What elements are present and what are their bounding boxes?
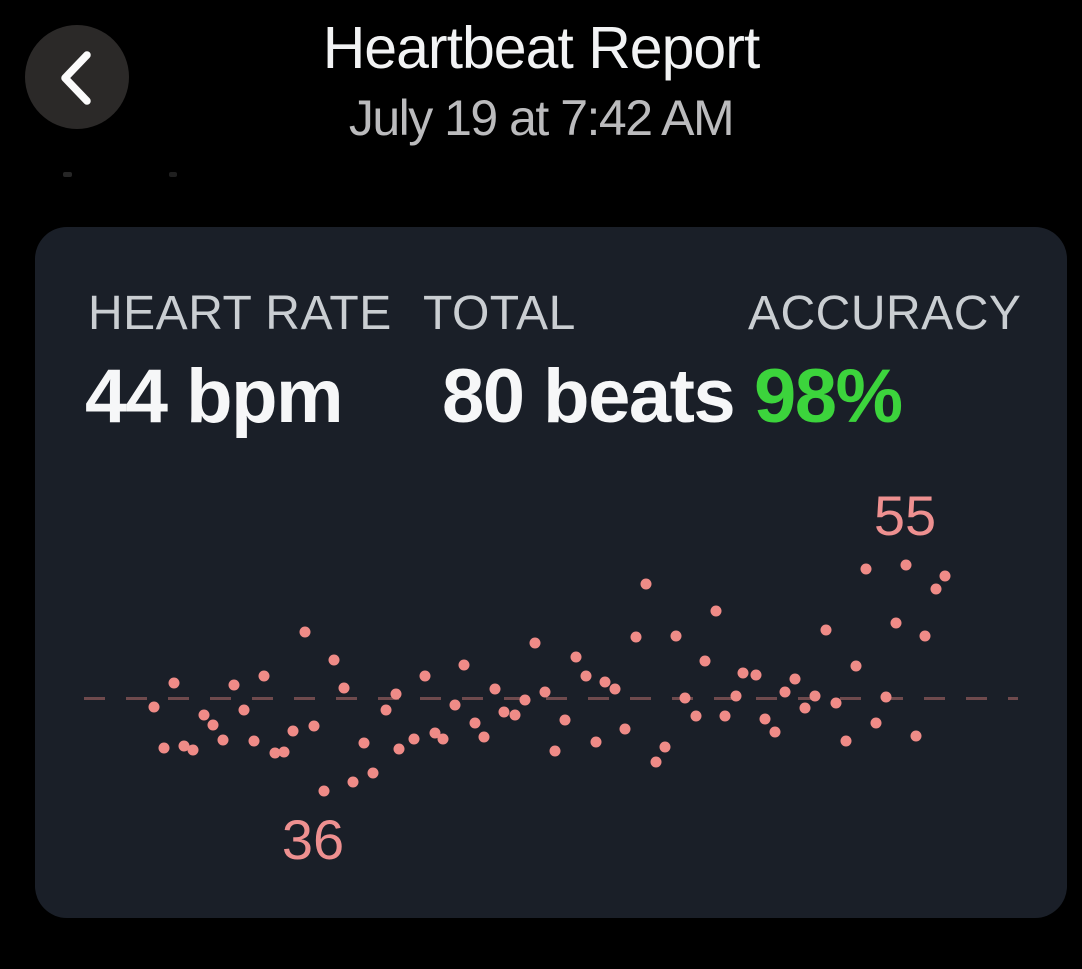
beat-dot <box>640 578 652 590</box>
beat-dot <box>549 745 561 757</box>
beat-dot <box>419 670 431 682</box>
beat-dot <box>580 670 592 682</box>
beat-dot <box>347 776 359 788</box>
beat-dot <box>860 563 872 575</box>
beat-dot <box>178 740 190 752</box>
beat-dot <box>299 626 311 638</box>
beat-dot <box>769 726 781 738</box>
beat-dot <box>228 679 240 691</box>
beat-dot <box>207 719 219 731</box>
beat-dot <box>358 737 370 749</box>
beat-dot <box>750 669 762 681</box>
beat-dot <box>437 733 449 745</box>
beat-dot <box>880 691 892 703</box>
scatter-plot: 55 36 <box>35 227 1067 918</box>
beat-dot <box>287 725 299 737</box>
beat-dot <box>699 655 711 667</box>
beat-dot <box>217 734 229 746</box>
beat-dot <box>198 709 210 721</box>
beat-dot <box>779 686 791 698</box>
beat-dot <box>809 690 821 702</box>
beat-dot <box>690 710 702 722</box>
beat-dot <box>590 736 602 748</box>
beat-dot <box>559 714 571 726</box>
beat-dot <box>519 694 531 706</box>
beat-dot <box>187 744 199 756</box>
page-subtitle: July 19 at 7:42 AM <box>348 90 735 146</box>
beat-dot <box>158 742 170 754</box>
beat-dot <box>449 699 461 711</box>
beat-dot <box>570 651 582 663</box>
beat-dot <box>318 785 330 797</box>
total-label: TOTAL <box>423 287 576 340</box>
total-value: 80 beats <box>442 354 736 439</box>
beat-dot <box>730 690 742 702</box>
beat-dot <box>759 713 771 725</box>
beat-dot <box>930 583 942 595</box>
beat-dot <box>789 673 801 685</box>
beat-dot <box>328 654 340 666</box>
screen-artifact <box>169 172 177 177</box>
beat-dot <box>619 723 631 735</box>
beat-dot <box>390 688 402 700</box>
beat-dot <box>478 731 490 743</box>
beat-dot <box>820 624 832 636</box>
chart-annotation: 36 <box>281 808 345 871</box>
beat-dot <box>408 733 420 745</box>
beat-dot <box>258 670 270 682</box>
beat-dot <box>719 710 731 722</box>
beat-dot <box>609 683 621 695</box>
accuracy-value: 98% <box>754 354 903 439</box>
screen-artifact <box>63 172 72 177</box>
beat-dot <box>529 637 541 649</box>
beat-dot <box>850 660 862 672</box>
report-card: HEART RATE TOTAL ACCURACY 44 bpm 80 beat… <box>35 227 1067 918</box>
beat-dot <box>248 735 260 747</box>
beat-dot <box>393 743 405 755</box>
beat-dot <box>539 686 551 698</box>
beat-dot <box>498 706 510 718</box>
beat-dot <box>919 630 931 642</box>
beat-dot <box>380 704 392 716</box>
chevron-left-icon <box>25 25 129 129</box>
beat-dot <box>900 559 912 571</box>
beat-dot <box>278 746 290 758</box>
beat-dot <box>308 720 320 732</box>
heart-rate-label: HEART RATE <box>88 287 392 340</box>
back-button[interactable] <box>25 25 129 129</box>
beat-dot <box>659 741 671 753</box>
beat-dot <box>840 735 852 747</box>
beat-dot <box>458 659 470 671</box>
beat-dot <box>168 677 180 689</box>
beat-dot <box>939 570 951 582</box>
beat-dot <box>509 709 521 721</box>
beat-dot <box>630 631 642 643</box>
average-baseline <box>84 697 1018 700</box>
beat-dot <box>737 667 749 679</box>
beat-dot <box>599 676 611 688</box>
beat-dot <box>489 683 501 695</box>
beat-dot <box>148 701 160 713</box>
beat-dot <box>429 727 441 739</box>
beat-dot <box>469 717 481 729</box>
page-title: Heartbeat Report <box>322 15 761 81</box>
beat-dot <box>799 702 811 714</box>
accuracy-label: ACCURACY <box>748 287 1022 340</box>
beat-dot <box>238 704 250 716</box>
beat-dot <box>650 756 662 768</box>
beat-dot <box>670 630 682 642</box>
beat-dot <box>890 617 902 629</box>
beat-dot <box>710 605 722 617</box>
beat-dot <box>910 730 922 742</box>
beat-dot <box>870 717 882 729</box>
beat-dot <box>367 767 379 779</box>
chart-annotation: 55 <box>873 484 937 547</box>
beat-dot <box>830 697 842 709</box>
beat-dot <box>269 747 281 759</box>
beat-dot <box>338 682 350 694</box>
beat-dot <box>679 692 691 704</box>
heart-rate-value: 44 bpm <box>85 354 344 439</box>
